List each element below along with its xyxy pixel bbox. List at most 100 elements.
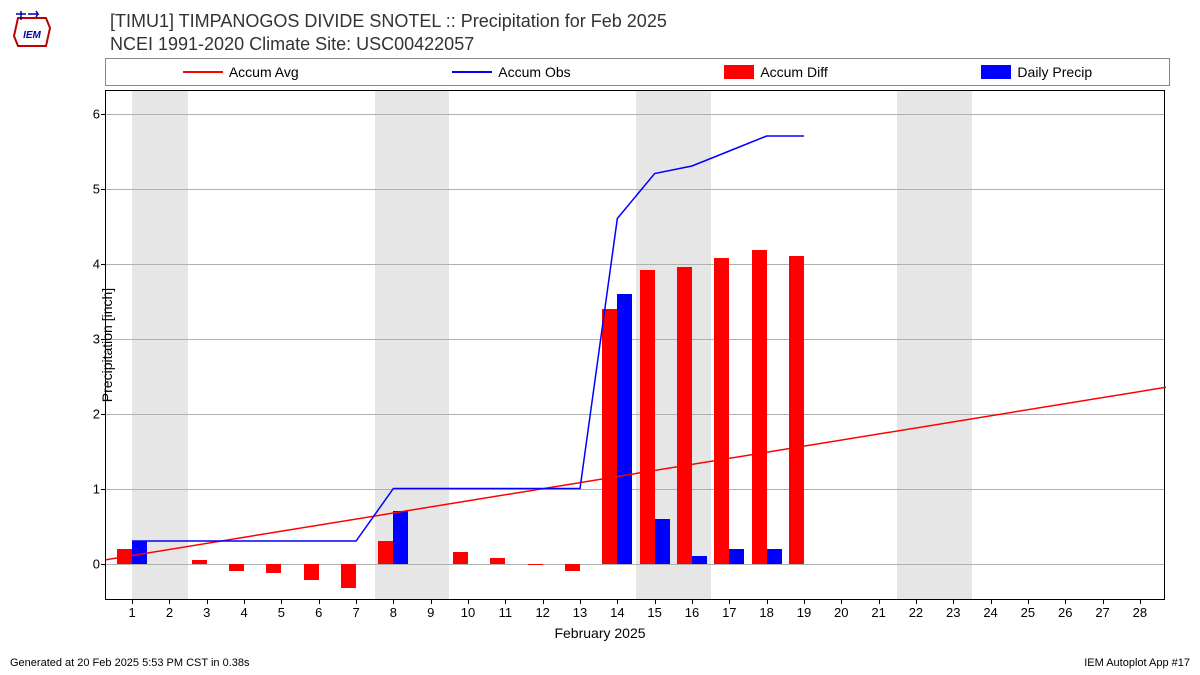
x-tick-label: 18 (759, 605, 773, 620)
weekend-band (375, 91, 450, 599)
x-tick-label: 21 (871, 605, 885, 620)
x-tick-mark (804, 599, 805, 604)
daily-precip-bar (729, 549, 744, 564)
y-tick-label: 2 (93, 406, 100, 421)
iem-logo: IEM (8, 8, 56, 56)
grid-line (106, 489, 1164, 490)
legend-accum-diff: Accum Diff (724, 64, 827, 80)
x-tick-mark (132, 599, 133, 604)
x-tick-mark (393, 599, 394, 604)
accum-diff-bar (490, 558, 505, 564)
x-tick-mark (356, 599, 357, 604)
footer-left: Generated at 20 Feb 2025 5:53 PM CST in … (10, 657, 250, 669)
legend-line-red (183, 71, 223, 73)
svg-text:IEM: IEM (23, 30, 41, 41)
y-tick-label: 6 (93, 106, 100, 121)
x-tick-label: 25 (1021, 605, 1035, 620)
accum-diff-bar (602, 309, 617, 564)
x-tick-label: 4 (240, 605, 247, 620)
x-tick-mark (1140, 599, 1141, 604)
daily-precip-bar (692, 556, 707, 564)
x-tick-mark (1065, 599, 1066, 604)
grid-line (106, 414, 1164, 415)
x-tick-mark (1103, 599, 1104, 604)
x-tick-mark (617, 599, 618, 604)
grid-line (106, 114, 1164, 115)
legend-accum-avg: Accum Avg (183, 64, 299, 80)
title-line-2: NCEI 1991-2020 Climate Site: USC00422057 (110, 33, 667, 56)
accum-diff-bar (528, 564, 543, 566)
legend-label: Accum Obs (498, 64, 570, 80)
x-tick-label: 22 (909, 605, 923, 620)
x-tick-mark (1028, 599, 1029, 604)
x-axis-label: February 2025 (554, 625, 645, 641)
y-tick-mark (101, 114, 106, 115)
legend-daily-precip: Daily Precip (981, 64, 1092, 80)
x-tick-label: 14 (610, 605, 624, 620)
title-line-1: [TIMU1] TIMPANOGOS DIVIDE SNOTEL :: Prec… (110, 10, 667, 33)
x-tick-label: 8 (390, 605, 397, 620)
x-tick-label: 1 (129, 605, 136, 620)
x-tick-mark (991, 599, 992, 604)
x-tick-mark (767, 599, 768, 604)
footer-right: IEM Autoplot App #17 (1084, 657, 1190, 669)
x-tick-mark (655, 599, 656, 604)
y-tick-mark (101, 264, 106, 265)
daily-precip-bar (393, 511, 408, 564)
x-tick-mark (319, 599, 320, 604)
y-tick-mark (101, 189, 106, 190)
grid-line (106, 339, 1164, 340)
accum-diff-bar (117, 549, 132, 564)
x-tick-mark (953, 599, 954, 604)
grid-line (106, 264, 1164, 265)
x-tick-mark (468, 599, 469, 604)
accum-diff-bar (341, 564, 356, 588)
y-tick-label: 5 (93, 181, 100, 196)
weekend-band (132, 91, 188, 599)
x-tick-label: 9 (427, 605, 434, 620)
x-tick-label: 11 (499, 605, 513, 620)
accum-diff-bar (304, 564, 319, 581)
accum-diff-bar (677, 267, 692, 563)
x-tick-label: 6 (315, 605, 322, 620)
x-tick-label: 19 (797, 605, 811, 620)
x-tick-mark (505, 599, 506, 604)
legend-line-blue (452, 71, 492, 73)
x-tick-mark (281, 599, 282, 604)
accum-diff-bar (453, 552, 468, 563)
x-tick-mark (169, 599, 170, 604)
y-tick-label: 0 (93, 556, 100, 571)
y-tick-label: 4 (93, 256, 100, 271)
legend-accum-obs: Accum Obs (452, 64, 570, 80)
daily-precip-bar (617, 294, 632, 564)
plot-area: 0123456123456789101112131415161718192021… (105, 90, 1165, 600)
accum-diff-bar (229, 564, 244, 572)
y-tick-label: 1 (93, 481, 100, 496)
x-tick-label: 16 (685, 605, 699, 620)
x-tick-label: 17 (722, 605, 736, 620)
accum-diff-bar (565, 564, 580, 572)
x-tick-label: 23 (946, 605, 960, 620)
y-tick-mark (101, 414, 106, 415)
x-tick-mark (207, 599, 208, 604)
x-tick-label: 27 (1095, 605, 1109, 620)
x-tick-mark (692, 599, 693, 604)
daily-precip-bar (767, 549, 782, 564)
x-tick-mark (431, 599, 432, 604)
daily-precip-bar (132, 541, 147, 564)
daily-precip-bar (655, 519, 670, 564)
x-tick-label: 12 (535, 605, 549, 620)
chart-title: [TIMU1] TIMPANOGOS DIVIDE SNOTEL :: Prec… (110, 10, 667, 57)
y-axis-label: Precipitation [inch] (99, 288, 115, 402)
x-tick-mark (879, 599, 880, 604)
accum-diff-bar (752, 250, 767, 564)
x-tick-label: 13 (573, 605, 587, 620)
x-tick-label: 26 (1058, 605, 1072, 620)
x-tick-mark (543, 599, 544, 604)
x-tick-label: 3 (203, 605, 210, 620)
x-tick-label: 10 (461, 605, 475, 620)
legend-label: Daily Precip (1017, 64, 1092, 80)
x-tick-label: 2 (166, 605, 173, 620)
accum-diff-bar (378, 541, 393, 564)
legend-label: Accum Avg (229, 64, 299, 80)
